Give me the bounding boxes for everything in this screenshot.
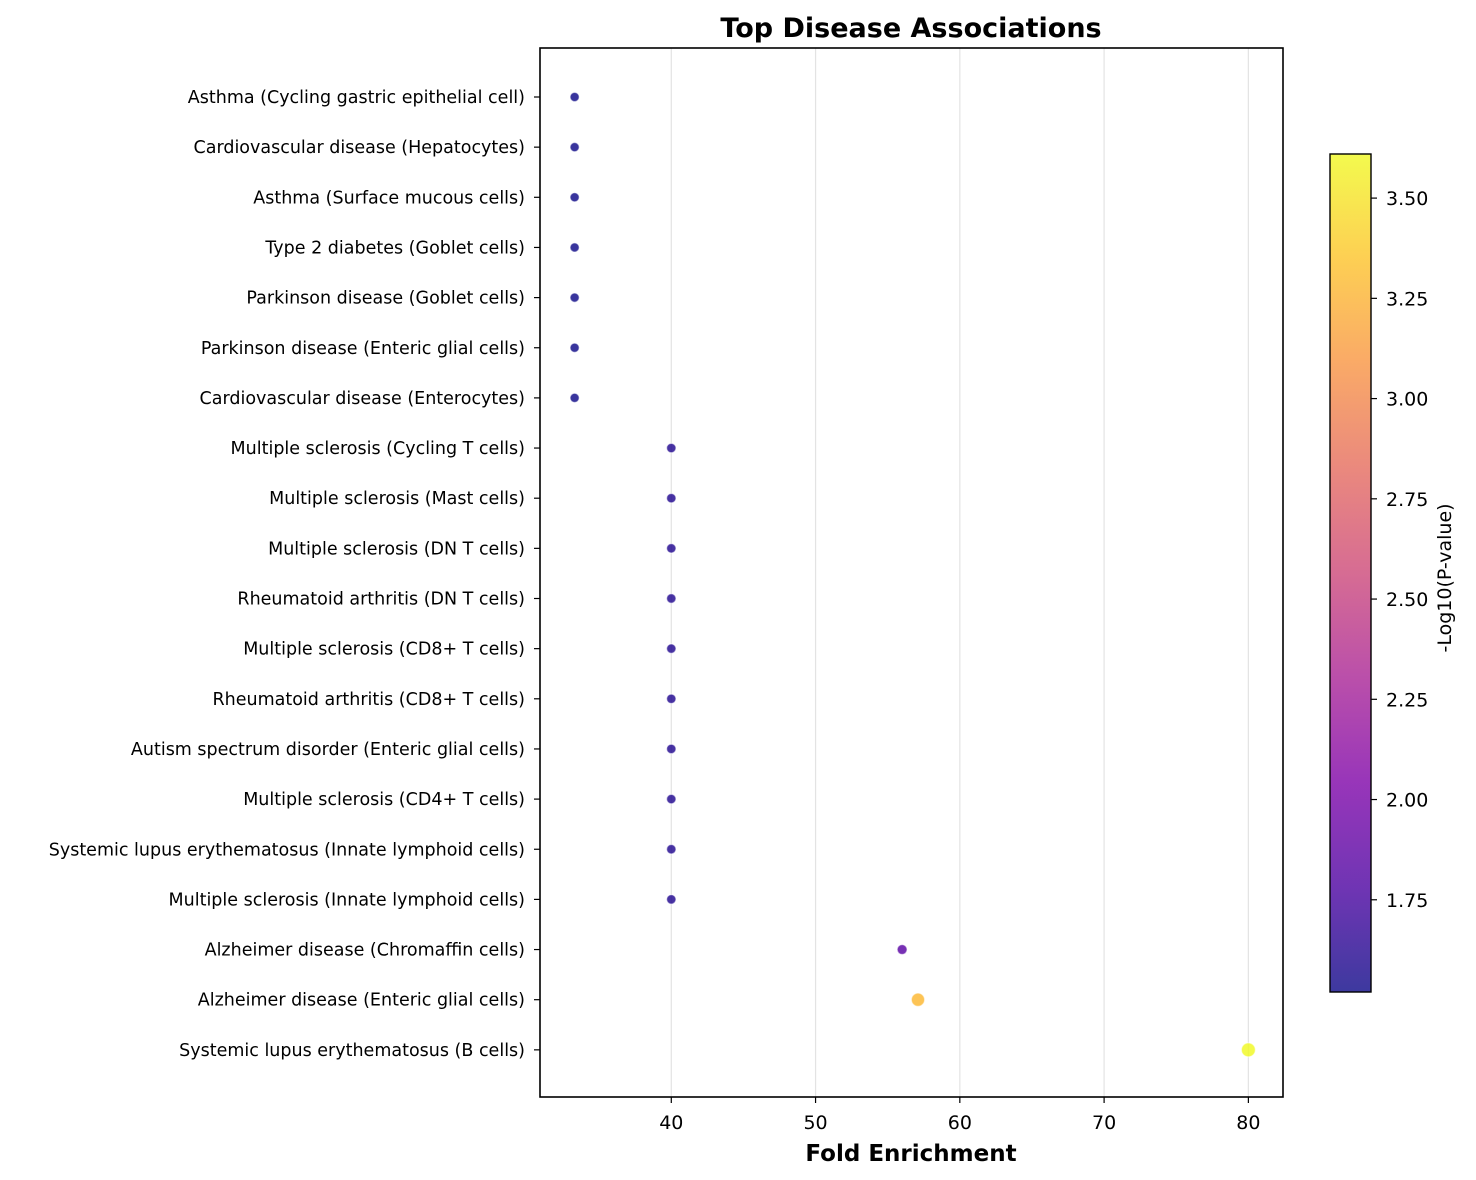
data-point [569, 242, 580, 253]
y-tick-label: Multiple sclerosis (DN T cells) [268, 539, 525, 559]
data-point [665, 843, 677, 855]
y-tick-label: Asthma (Surface mucous cells) [253, 188, 525, 208]
data-point [665, 593, 677, 604]
x-tick-label: 50 [803, 1112, 827, 1134]
y-tick-label: Parkinson disease (Goblet cells) [246, 289, 525, 309]
data-point [665, 894, 677, 905]
colorbar-tick-label: 3.25 [1386, 288, 1428, 310]
plot-frame [539, 47, 1284, 1098]
y-tick-label: Parkinson disease (Enteric glial cells) [201, 339, 525, 359]
colorbar-gradient [1329, 153, 1372, 993]
x-tick-label: 40 [659, 1112, 683, 1134]
colorbar-label: -Log10(P-value) [1434, 503, 1456, 652]
data-point [665, 543, 677, 554]
y-tick-label: Multiple sclerosis (Mast cells) [269, 489, 525, 509]
chart-title: Top Disease Associations [720, 13, 1101, 44]
colorbar-tick-label: 2.25 [1386, 689, 1428, 711]
data-point [665, 793, 677, 805]
colorbar-tick-label: 1.75 [1386, 890, 1428, 912]
colorbar: 1.75 2.00 2.25 2.50 2.75 3.00 3.25 3.50 -Log10(… [1329, 153, 1456, 993]
y-tick-label: Asthma (Cycling gastric epithelial cell) [188, 88, 525, 108]
colorbar-tick-label: 2.75 [1386, 489, 1428, 511]
y-tick-label: Systemic lupus erythematosus (Innate lym… [49, 840, 525, 860]
y-tick-labels: Asthma (Cycling gastric epithelial cell)… [49, 88, 540, 1061]
data-point [665, 643, 677, 654]
y-tick-label: Rheumatoid arthritis (CD8+ T cells) [212, 690, 525, 710]
colorbar-tick-label: 3.50 [1386, 188, 1428, 210]
y-tick-label: Cardiovascular disease (Enterocytes) [200, 389, 525, 409]
grid [670, 48, 1249, 1097]
y-tick-label: Cardiovascular disease (Hepatocytes) [194, 138, 526, 158]
y-tick-label: Alzheimer disease (Chromaffin cells) [205, 941, 525, 961]
data-point [896, 943, 908, 956]
colorbar-ticks: 1.75 2.00 2.25 2.50 2.75 3.00 3.25 3.50 [1371, 188, 1428, 912]
y-tick-label: Autism spectrum disorder (Enteric glial … [131, 740, 525, 760]
y-tick-label: Type 2 diabetes (Goblet cells) [264, 238, 525, 258]
data-point [569, 141, 580, 153]
data-point [1240, 1042, 1256, 1058]
data-point [569, 91, 580, 103]
x-tick-label: 80 [1236, 1112, 1260, 1134]
data-point [665, 442, 677, 454]
colorbar-tick-label: 3.00 [1386, 389, 1428, 411]
data-points [569, 91, 1256, 1058]
y-tick-label: Systemic lupus erythematosus (B cells) [179, 1041, 525, 1061]
y-tick-label: Alzheimer disease (Enteric glial cells) [198, 991, 525, 1011]
data-point [665, 693, 677, 705]
data-point [569, 192, 580, 203]
y-tick-label: Rheumatoid arthritis (DN T cells) [237, 590, 525, 610]
x-tick-labels: 40 50 60 70 80 [659, 1097, 1260, 1134]
data-point [569, 392, 580, 404]
data-point [569, 342, 580, 353]
data-point [665, 743, 677, 755]
data-point [665, 492, 677, 504]
colorbar-tick-label: 2.00 [1386, 790, 1428, 812]
y-tick-label: Multiple sclerosis (Innate lymphoid cell… [169, 890, 525, 910]
colorbar-tick-label: 2.50 [1386, 589, 1428, 611]
data-point [910, 992, 926, 1007]
y-tick-label: Multiple sclerosis (Cycling T cells) [231, 439, 525, 459]
x-tick-label: 70 [1092, 1112, 1116, 1134]
y-tick-label: Multiple sclerosis (CD4+ T cells) [243, 790, 525, 810]
data-point [569, 292, 580, 303]
x-axis-label: Fold Enrichment [805, 1141, 1016, 1167]
y-tick-label: Multiple sclerosis (CD8+ T cells) [243, 640, 525, 660]
x-tick-label: 60 [948, 1112, 972, 1134]
